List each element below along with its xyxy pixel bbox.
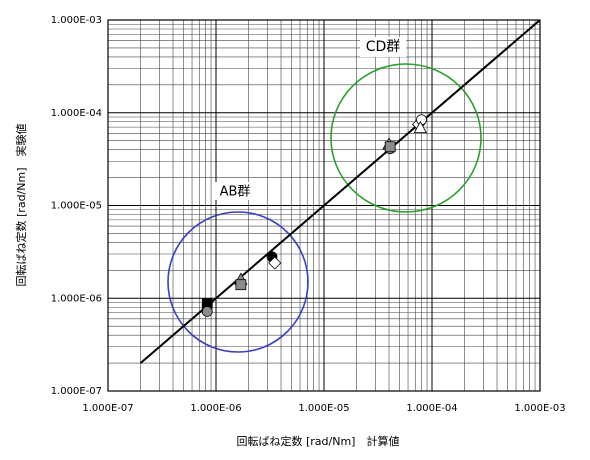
annotation: CD群: [366, 39, 401, 55]
point: [235, 279, 247, 291]
point: [413, 120, 428, 134]
x-tick-label: 1.000E-04: [406, 403, 457, 414]
y-tick-label: 1.000E-07: [51, 386, 102, 397]
x-tick-label: 1.000E-06: [190, 403, 241, 414]
point: [201, 306, 213, 317]
y-tick-label: 1.000E-03: [51, 15, 102, 26]
y-tick-label: 1.000E-06: [51, 293, 102, 304]
label-bg: [360, 37, 406, 57]
group-circle: [330, 63, 482, 213]
y-tick-label: 1.000E-04: [51, 108, 102, 119]
group-circle: [167, 211, 309, 353]
annotation: AB群: [220, 185, 251, 200]
x-axis-label: 回転ばね定数 [rad/Nm] 計算値: [237, 434, 400, 448]
reference-line: [139, 19, 541, 364]
point: [384, 141, 396, 153]
plot-frame: [107, 19, 541, 392]
x-tick-label: 1.000E-03: [514, 403, 565, 414]
label-bg: [213, 182, 257, 200]
y-axis-label: 回転ばね定数 [rad/Nm] 実験値: [14, 124, 28, 287]
point: [268, 256, 282, 270]
x-tick-label: 1.000E-07: [82, 403, 133, 414]
x-tick-label: 1.000E-05: [298, 403, 349, 414]
y-tick-label: 1.000E-05: [51, 201, 102, 212]
